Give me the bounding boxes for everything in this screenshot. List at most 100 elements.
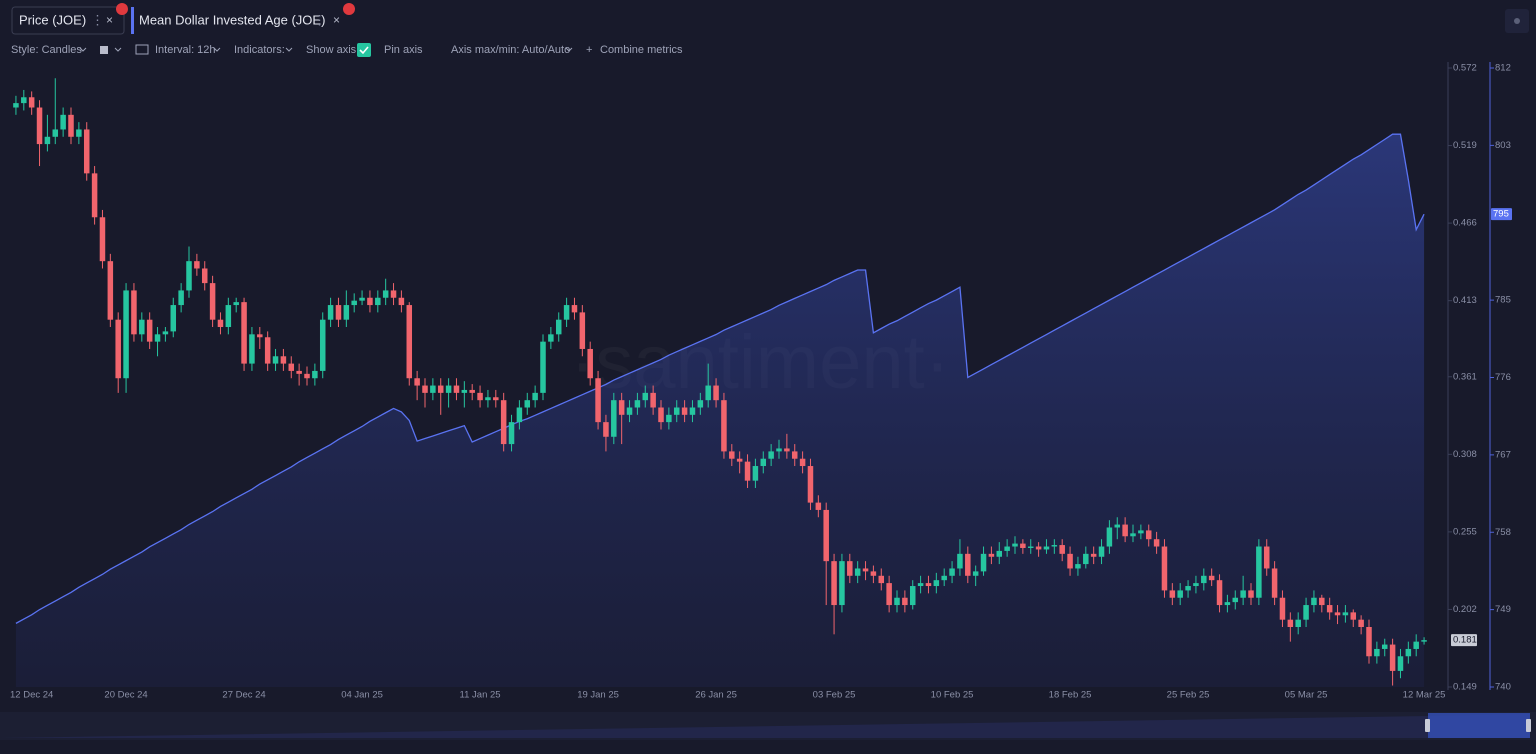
candle-body — [99, 217, 106, 262]
candle-body — [296, 370, 302, 374]
interval-select[interactable]: Interval: 12h — [155, 44, 216, 56]
tab-menu[interactable]: ⋮ — [313, 12, 326, 27]
indicators-select[interactable]: Indicators: — [234, 44, 285, 56]
candle-body — [1138, 530, 1144, 534]
candle-body — [1193, 583, 1199, 587]
candle-body — [1358, 619, 1364, 628]
candle-body — [752, 466, 759, 481]
candle-body — [760, 458, 767, 467]
x-tick-label: 12 Mar 25 — [1403, 690, 1446, 701]
axis-maxmin[interactable]: Axis max/min: Auto/Auto — [451, 44, 570, 56]
candle-body — [1020, 543, 1026, 548]
candle-body — [1012, 543, 1018, 547]
candle-body — [209, 283, 216, 320]
pin-axis[interactable]: Pin axis — [384, 44, 423, 56]
candle-body — [131, 290, 137, 335]
candle-body — [1389, 644, 1396, 671]
candle-body — [1075, 564, 1081, 569]
candle-body — [123, 290, 129, 379]
x-tick-label: 26 Jan 25 — [695, 690, 737, 701]
navigator-handle[interactable] — [1526, 719, 1531, 732]
candle-body — [595, 378, 601, 423]
y2-tick-label: 740 — [1495, 682, 1511, 693]
color-swatch[interactable] — [100, 46, 108, 54]
tab-close[interactable]: × — [333, 13, 340, 27]
navigator-window[interactable] — [1428, 713, 1530, 738]
combine-metrics[interactable]: Combine metrics — [600, 44, 683, 56]
candle-body — [44, 136, 51, 145]
x-tick-label: 04 Jan 25 — [341, 690, 383, 701]
candle-body — [894, 597, 900, 606]
candle-body — [1059, 545, 1065, 554]
checkbox[interactable] — [357, 43, 371, 57]
candle-body — [729, 451, 735, 459]
chevron — [114, 47, 122, 52]
candle-body — [493, 397, 499, 401]
candle-body — [532, 392, 538, 401]
tab-label[interactable]: Price (JOE) — [19, 12, 86, 27]
x-tick-label: 10 Feb 25 — [931, 690, 974, 701]
navigator-handle[interactable] — [1425, 719, 1430, 732]
candle-body — [579, 312, 586, 349]
candle-body — [1256, 546, 1262, 598]
candle-body — [319, 319, 326, 371]
tab-menu[interactable]: ⋮ — [91, 12, 104, 27]
candle-body — [60, 114, 66, 130]
show-axis-label[interactable]: Show axis — [306, 44, 357, 56]
candle-body — [965, 553, 971, 576]
candle-body — [225, 305, 232, 328]
candle-body — [847, 561, 853, 576]
candle-body — [170, 305, 177, 332]
y-tick-label: 0.519 — [1453, 140, 1477, 151]
candle-body — [477, 392, 483, 401]
candle-body — [1342, 612, 1349, 616]
plus-icon: + — [586, 44, 592, 56]
y-tick-label: 0.466 — [1453, 218, 1477, 229]
tab-close[interactable]: × — [106, 13, 113, 27]
chevron — [285, 47, 293, 52]
value-badge — [1451, 634, 1477, 647]
candle-body — [870, 571, 877, 576]
candle-body — [1216, 580, 1223, 606]
y-tick-label: 0.413 — [1453, 295, 1477, 306]
interval-icon — [135, 44, 149, 55]
candle-body — [445, 385, 452, 393]
tab-label[interactable]: Mean Dollar Invested Age (JOE) — [139, 12, 325, 27]
candle-body — [288, 363, 295, 371]
style-select[interactable]: Style: Candles — [11, 44, 82, 56]
candle-body — [587, 348, 593, 379]
candle-body — [618, 400, 625, 415]
candle-body — [516, 407, 523, 423]
chevron — [213, 47, 221, 52]
candle-body — [1224, 602, 1231, 606]
candle-body — [343, 305, 350, 320]
candle-body — [1326, 605, 1333, 613]
candle-body — [611, 400, 617, 437]
candle-body — [1169, 590, 1176, 598]
y-tick-label: 0.572 — [1453, 63, 1477, 74]
candle-body — [807, 466, 814, 503]
candle-body — [186, 261, 192, 291]
candle-body — [367, 297, 373, 306]
candle-body — [107, 261, 114, 320]
tab[interactable] — [11, 6, 125, 35]
candle-body — [335, 305, 342, 320]
candle-body — [744, 461, 751, 481]
y2-tick-label: 758 — [1495, 527, 1511, 538]
candle-body — [162, 331, 169, 335]
candle-body — [36, 107, 43, 145]
candle-body — [201, 268, 208, 284]
checkmark — [359, 46, 369, 55]
candle-body — [351, 300, 357, 306]
candle-body — [453, 385, 460, 393]
candle-body — [1279, 597, 1286, 620]
candle-body — [359, 297, 365, 301]
candle-body — [233, 302, 239, 306]
chevron — [79, 47, 87, 52]
candle-body — [304, 373, 310, 379]
candle-body — [957, 553, 963, 569]
candle-body — [1397, 656, 1404, 671]
candle-body — [52, 129, 59, 137]
candle-body — [791, 451, 798, 459]
candle-body — [555, 319, 562, 335]
